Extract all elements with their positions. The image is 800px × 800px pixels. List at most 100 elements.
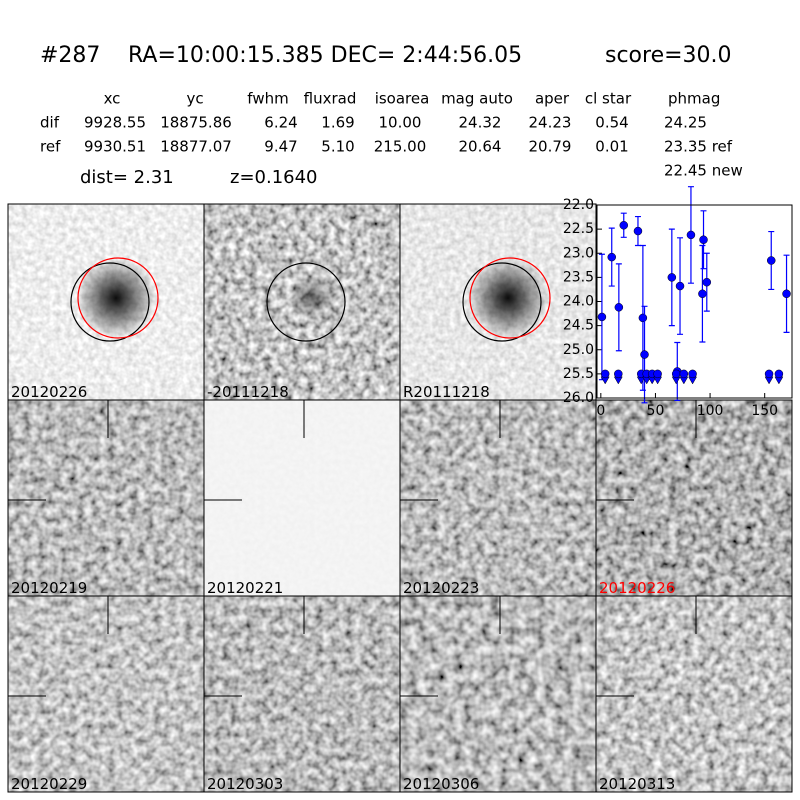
- stamp-image: [8, 400, 204, 596]
- stamp: [204, 596, 400, 792]
- stamp-image: [400, 596, 596, 792]
- point: [702, 277, 712, 287]
- y-tick-label: 25.0: [563, 342, 594, 358]
- cell: 24.23: [529, 114, 572, 132]
- cell: 24.25: [664, 114, 707, 132]
- stamp-label: -20111218: [207, 383, 289, 401]
- plot-frame: [596, 204, 793, 399]
- column-header: mag auto: [441, 90, 513, 108]
- cell: 20.79: [529, 138, 572, 156]
- point: [766, 256, 776, 265]
- stamp-image: [8, 596, 204, 792]
- point: [597, 312, 607, 322]
- phmag-new: 22.45 new: [664, 162, 743, 180]
- column-header: fluxrad: [304, 90, 357, 108]
- column-header: isoarea: [375, 90, 430, 108]
- point: [686, 230, 696, 240]
- y-tick-label: 22.0: [563, 197, 594, 213]
- light-curve: 22.0 22.5 23.0 23.5 24.0 24.5 25.0 25.5 26.00 50 1…: [563, 186, 793, 419]
- point: [614, 303, 624, 312]
- stamp-image: [596, 400, 792, 596]
- column-header: fwhm: [247, 90, 288, 108]
- column-header: aper: [535, 90, 570, 108]
- point: [671, 369, 681, 379]
- y-tick-label: 24.5: [563, 318, 594, 334]
- point: [640, 350, 649, 359]
- point: [679, 369, 689, 379]
- stamp-image: [596, 596, 792, 792]
- stamp-label: 20120229: [11, 775, 87, 793]
- stamp-image: [204, 400, 400, 596]
- dist: dist= 2.31: [80, 167, 174, 188]
- cell: 20.64: [459, 138, 502, 156]
- stamp: [400, 204, 596, 400]
- stamp: [204, 204, 400, 400]
- cell: 9.47: [264, 138, 297, 156]
- stamp: [596, 400, 792, 596]
- row-label: dif: [40, 114, 60, 132]
- stamp: [400, 400, 596, 596]
- stamp: [204, 400, 400, 596]
- cell: 6.24: [264, 114, 297, 132]
- column-header: phmag: [668, 90, 720, 108]
- point: [633, 226, 643, 236]
- stamp-frame: [595, 595, 793, 793]
- aperture: [70, 262, 150, 342]
- point: [764, 369, 774, 379]
- cell: 0.01: [595, 138, 628, 156]
- stamp-image: [204, 596, 400, 792]
- y-tick-label: 23.5: [563, 269, 594, 285]
- galaxy: [468, 258, 548, 338]
- stamp-label: 20120226: [11, 383, 87, 401]
- cell: 9928.55: [84, 114, 146, 132]
- redshift: z=0.1640: [230, 167, 318, 188]
- y-tick-label: 24.0: [563, 294, 594, 310]
- y-tick-label: 23.0: [563, 245, 594, 261]
- cell: 24.32: [459, 114, 502, 132]
- aperture-ref: [469, 257, 551, 339]
- column-header: cl star: [585, 90, 632, 108]
- stamp-label: 20120219: [11, 579, 87, 597]
- point: [782, 289, 791, 299]
- stamps: 20120226 -20111218 R20111218 20120219 201202…: [7, 203, 793, 793]
- column-header: xc: [104, 90, 121, 108]
- x-tick-label: 50: [647, 403, 665, 419]
- stamp-label: 20120313: [599, 775, 675, 793]
- stamp: [596, 596, 792, 792]
- cell: 0.54: [595, 114, 628, 132]
- point: [619, 221, 629, 230]
- point: [607, 252, 616, 262]
- point: [675, 281, 685, 291]
- point: [600, 369, 610, 379]
- candidate-id: #287: [40, 43, 100, 68]
- cell: 9930.51: [84, 138, 146, 156]
- x-tick-label: 150: [751, 403, 778, 419]
- cell: 18877.07: [160, 138, 232, 156]
- stamp-label: 20120221: [207, 579, 283, 597]
- point: [774, 369, 784, 379]
- stamp-label: 20120306: [403, 775, 479, 793]
- row-label: ref: [40, 138, 61, 156]
- point: [688, 369, 697, 379]
- y-tick-label: 22.5: [563, 221, 594, 237]
- point: [614, 369, 623, 379]
- stamp: [8, 596, 204, 792]
- stamp-label: 20120303: [207, 775, 283, 793]
- point: [653, 369, 662, 379]
- point: [698, 289, 707, 299]
- cell: 18875.86: [160, 114, 232, 132]
- point: [638, 313, 648, 323]
- stamp-label: R20111218: [403, 383, 490, 401]
- stamp: [8, 400, 204, 596]
- coordinates: RA=10:00:15.385 DEC= 2:44:56.05: [128, 43, 522, 68]
- cell: 215.00: [374, 138, 427, 156]
- stamp-label: 20120226: [599, 579, 675, 597]
- point: [699, 235, 708, 244]
- stamp: [400, 596, 596, 792]
- column-header: yc: [186, 90, 203, 108]
- aperture-ref: [77, 257, 159, 339]
- stamp: [8, 204, 204, 400]
- x-tick-label: 0: [596, 403, 605, 419]
- stamp-label: 20120223: [403, 579, 479, 597]
